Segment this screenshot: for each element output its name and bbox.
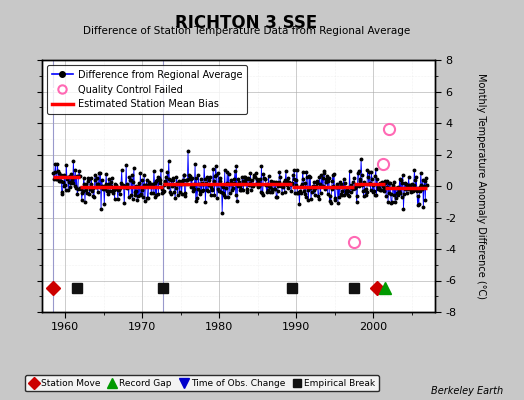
- Text: Difference of Station Temperature Data from Regional Average: Difference of Station Temperature Data f…: [83, 26, 410, 36]
- Legend: Station Move, Record Gap, Time of Obs. Change, Empirical Break: Station Move, Record Gap, Time of Obs. C…: [26, 375, 379, 392]
- Legend: Difference from Regional Average, Quality Control Failed, Estimated Station Mean: Difference from Regional Average, Qualit…: [47, 65, 247, 114]
- Y-axis label: Monthly Temperature Anomaly Difference (°C): Monthly Temperature Anomaly Difference (…: [476, 73, 486, 299]
- Text: RICHTON 3 SSE: RICHTON 3 SSE: [175, 14, 318, 32]
- Text: Berkeley Earth: Berkeley Earth: [431, 386, 503, 396]
